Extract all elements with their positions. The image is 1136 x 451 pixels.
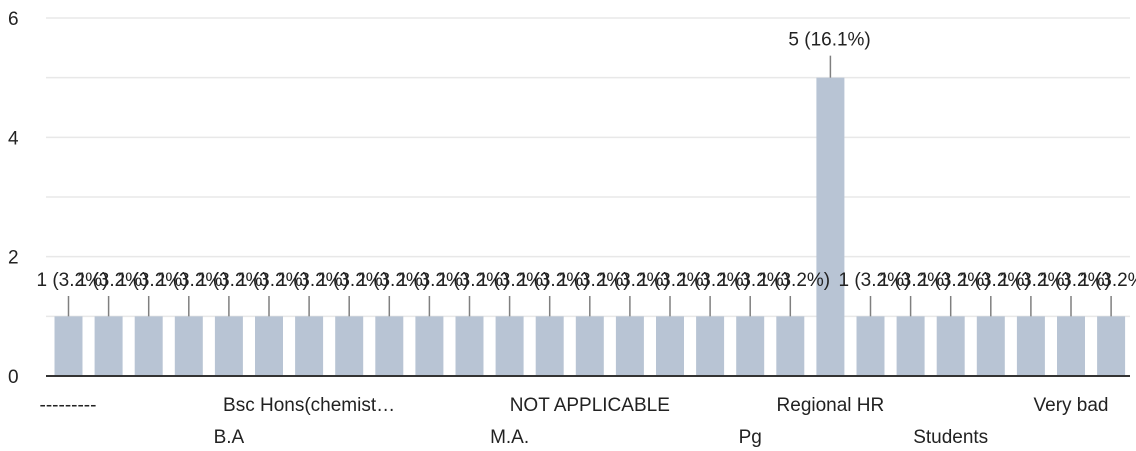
- category-labels: --------- B.A Bsc Hons(chemist… M.A. NOT APP…: [40, 395, 1109, 448]
- bar-15: [656, 316, 684, 376]
- bar-23: [977, 316, 1005, 376]
- category-label-19: Regional HR: [777, 395, 885, 416]
- bar-6: [295, 316, 323, 376]
- bar-8: [375, 316, 403, 376]
- bar-7: [335, 316, 363, 376]
- category-label-0: ---------: [40, 395, 97, 416]
- y-axis-ticks: 0 2 4 6: [8, 9, 19, 388]
- bar-17: [736, 316, 764, 376]
- bar-16: [696, 316, 724, 376]
- bar-25: [1057, 316, 1085, 376]
- bar-0: [55, 316, 83, 376]
- bar-9: [415, 316, 443, 376]
- bar-5: [255, 316, 283, 376]
- category-label-6: Bsc Hons(chemist…: [223, 395, 395, 416]
- bar-22: [937, 316, 965, 376]
- bar-18: [776, 316, 804, 376]
- bar-3: [175, 316, 203, 376]
- bars: [55, 78, 1126, 376]
- bar-12: [536, 316, 564, 376]
- category-label-17: Pg: [739, 427, 762, 448]
- category-label-11: M.A.: [490, 427, 529, 448]
- bar-11: [496, 316, 524, 376]
- y-tick-label-2: 2: [8, 248, 19, 269]
- category-label-25: Very bad: [1034, 395, 1109, 416]
- y-tick-label-4: 4: [8, 128, 19, 149]
- y-tick-label-0: 0: [8, 367, 19, 388]
- bar-21: [897, 316, 925, 376]
- category-label-4: B.A: [214, 427, 245, 448]
- bar-14: [616, 316, 644, 376]
- bar-10: [456, 316, 484, 376]
- bar-4: [215, 316, 243, 376]
- bar-19: [816, 78, 844, 376]
- bar-26: [1097, 316, 1125, 376]
- bar-20: [857, 316, 885, 376]
- data-label-26: 1 (3.2%): [1079, 270, 1136, 291]
- bar-1: [95, 316, 123, 376]
- bar-24: [1017, 316, 1045, 376]
- category-label-22: Students: [913, 427, 988, 448]
- data-label-18: 1 (3.2%): [758, 270, 830, 291]
- bar-2: [135, 316, 163, 376]
- data-label-19: 5 (16.1%): [788, 30, 870, 51]
- y-tick-label-6: 6: [8, 9, 19, 30]
- bar-13: [576, 316, 604, 376]
- data-labels: 1 (3.2%)1 (3.2%)1 (3.2%)1 (3.2%)1 (3.2%)…: [37, 30, 1136, 291]
- category-label-13: NOT APPLICABLE: [510, 395, 670, 416]
